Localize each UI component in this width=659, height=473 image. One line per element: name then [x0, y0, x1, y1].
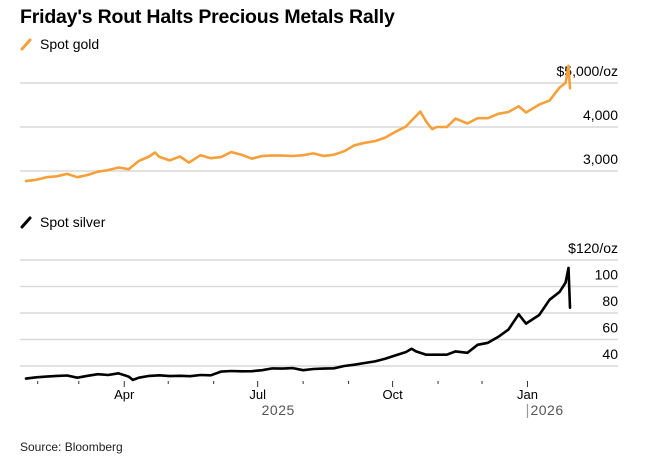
legend-silver: Spot silver [20, 214, 105, 230]
x-tick-label: Apr [114, 387, 135, 402]
year-label: 2025 [262, 402, 295, 418]
legend-gold: Spot gold [20, 36, 99, 52]
y-tick-label: 60 [602, 320, 618, 336]
y-tick-label: 100 [595, 267, 619, 283]
x-tick-label: Jul [249, 387, 266, 402]
y-tick-label: 4,000 [583, 107, 618, 123]
legend-gold-label: Spot gold [40, 36, 100, 52]
legend-silver-label: Spot silver [40, 214, 106, 230]
y-tick-label: $120/oz [568, 240, 618, 256]
year-label: 2026 [530, 402, 563, 418]
source-note: Source: Bloomberg [20, 440, 123, 454]
x-tick-label: Oct [382, 387, 403, 402]
y-tick-label: 3,000 [583, 151, 618, 167]
y-tick-label: $5,000/oz [557, 63, 619, 79]
y-tick-label: 80 [602, 293, 618, 309]
silver-series-line [24, 266, 572, 382]
gold-series-line [24, 64, 572, 183]
silver-legend-swatch-icon [20, 216, 32, 229]
chart-title: Friday's Rout Halts Precious Metals Rall… [20, 6, 395, 28]
gold-legend-swatch-icon [20, 38, 32, 51]
y-tick-label: 40 [602, 346, 618, 362]
x-tick-label: Jan [517, 387, 538, 402]
